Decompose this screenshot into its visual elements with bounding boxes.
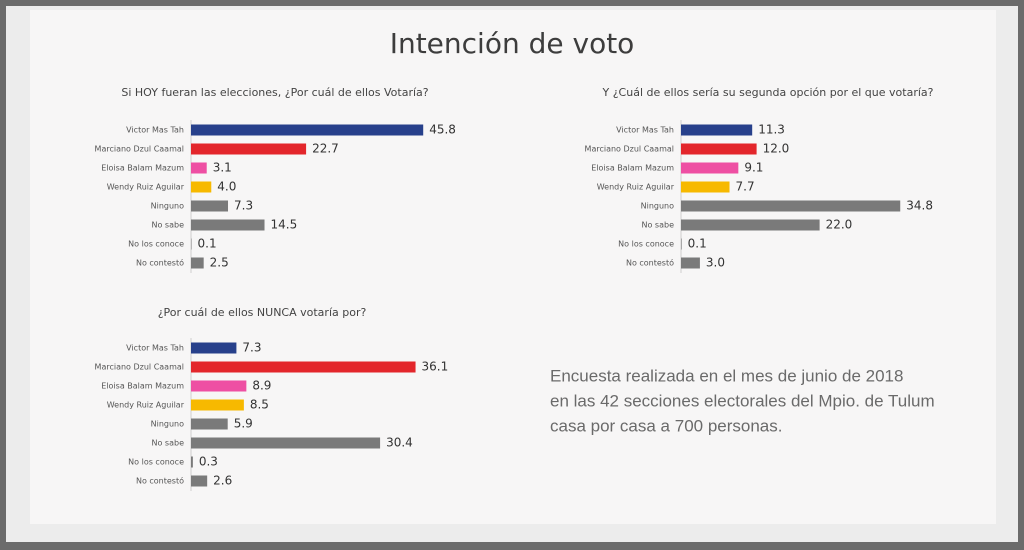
bar (191, 418, 228, 430)
value-label: 7.3 (234, 199, 253, 213)
category-label: Ninguno (641, 202, 674, 211)
bar (191, 219, 265, 231)
category-label: Wendy Ruiz Aguilar (107, 401, 185, 410)
bar (191, 361, 416, 373)
chart-subtitle: Si HOY fueran las elecciones, ¿Por cuál … (121, 86, 428, 99)
value-label: 2.6 (213, 474, 232, 488)
category-label: Victor Mas Tah (126, 344, 184, 353)
bar (191, 456, 193, 468)
value-label: 12.0 (763, 142, 790, 156)
note-line: Encuesta realizada en el mes de junio de… (550, 366, 903, 385)
bar (191, 342, 237, 354)
bar (191, 380, 247, 392)
bar (681, 200, 901, 212)
category-label: Eloisa Balam Mazum (101, 382, 184, 391)
value-label: 45.8 (429, 123, 456, 137)
category-label: Marciano Dzul Caamal (585, 145, 674, 154)
chart-subtitle: Y ¿Cuál de ellos sería su segunda opción… (602, 86, 934, 99)
category-label: Marciano Dzul Caamal (95, 145, 184, 154)
category-label: Eloisa Balam Mazum (591, 164, 674, 173)
value-label: 36.1 (422, 360, 449, 374)
category-label: No los conoce (128, 240, 184, 249)
slide-title: Intención de voto (390, 27, 635, 60)
value-label: 22.7 (312, 142, 339, 156)
bar (681, 257, 700, 269)
value-label: 0.1 (688, 237, 707, 251)
category-label: Marciano Dzul Caamal (95, 363, 184, 372)
category-label: Ninguno (151, 420, 184, 429)
bar (191, 143, 307, 155)
value-label: 5.9 (234, 417, 253, 431)
bar (681, 162, 739, 174)
note-line: en las 42 secciones electorales del Mpio… (550, 391, 935, 410)
bar (191, 124, 424, 136)
category-label: Ninguno (151, 202, 184, 211)
value-label: 22.0 (826, 218, 853, 232)
value-label: 34.8 (906, 199, 933, 213)
bar (191, 200, 229, 212)
value-label: 3.1 (213, 161, 232, 175)
bar (681, 181, 730, 193)
bar (191, 399, 244, 411)
value-label: 0.3 (199, 455, 218, 469)
category-label: Victor Mas Tah (126, 126, 184, 135)
value-label: 0.1 (198, 237, 217, 251)
bar (681, 124, 753, 136)
value-label: 14.5 (271, 218, 298, 232)
bar (191, 238, 192, 250)
note-line: casa por casa a 700 personas. (550, 416, 782, 435)
category-label: No los conoce (128, 458, 184, 467)
bar (191, 257, 204, 269)
value-label: 3.0 (706, 256, 725, 270)
bar (191, 437, 381, 449)
value-label: 7.3 (242, 341, 261, 355)
category-label: No contestó (626, 258, 674, 268)
category-label: No contestó (136, 258, 184, 268)
value-label: 8.5 (250, 398, 269, 412)
bar (191, 475, 208, 487)
bar (191, 162, 207, 174)
category-label: Wendy Ruiz Aguilar (597, 183, 675, 192)
value-label: 9.1 (744, 161, 763, 175)
category-label: No sabe (152, 439, 185, 448)
value-label: 2.5 (210, 256, 229, 270)
chart-subtitle: ¿Por cuál de ellos NUNCA votaría por? (158, 306, 367, 319)
category-label: Wendy Ruiz Aguilar (107, 183, 185, 192)
category-label: No los conoce (618, 240, 674, 249)
value-label: 4.0 (217, 180, 236, 194)
bar (681, 143, 757, 155)
category-label: Victor Mas Tah (616, 126, 674, 135)
category-label: Eloisa Balam Mazum (101, 164, 184, 173)
value-label: 30.4 (386, 436, 413, 450)
category-label: No contestó (136, 476, 184, 486)
value-label: 8.9 (252, 379, 271, 393)
category-label: No sabe (152, 221, 185, 230)
bar (681, 219, 820, 231)
category-label: No sabe (642, 221, 675, 230)
value-label: 7.7 (736, 180, 755, 194)
bar (191, 181, 212, 193)
value-label: 11.3 (758, 123, 785, 137)
bar (681, 238, 682, 250)
